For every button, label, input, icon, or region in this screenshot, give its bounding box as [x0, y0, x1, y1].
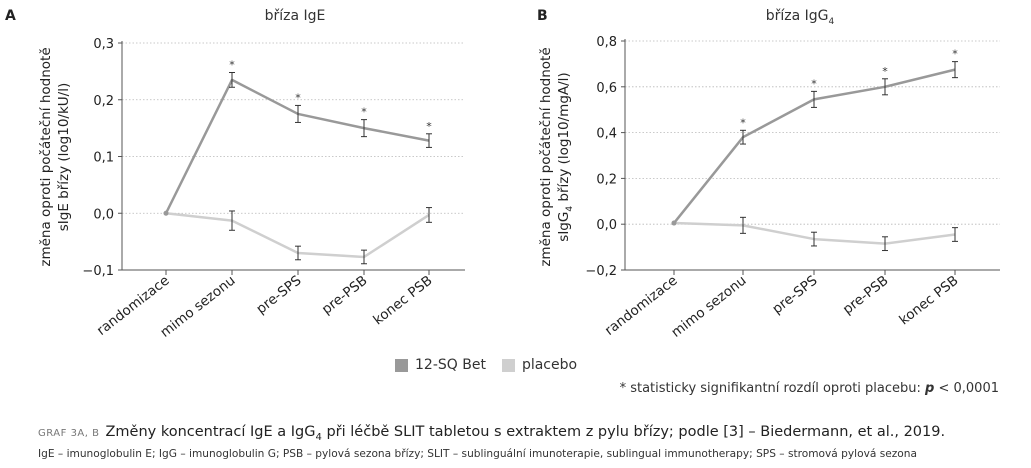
y-tick-label: 0,0: [596, 218, 617, 233]
chart-title: bříza IgG4: [766, 8, 835, 27]
y-axis-label-line1: změna oproti počáteční hodnotě: [538, 47, 554, 266]
legend-label-placebo: placebo: [521, 357, 578, 373]
footnote-p: p: [925, 381, 935, 396]
x-tick-label: konec PSB: [896, 273, 961, 329]
y-tick-label: 0,8: [596, 35, 617, 50]
footnote-suffix: < 0,0001: [934, 381, 999, 396]
y-axis-label-rest: břízy (log10/mgA/l): [556, 72, 572, 206]
x-tick-label: pre-PSB: [319, 273, 371, 318]
y-tick-label: 0,3: [93, 37, 114, 52]
chart-title: bříza IgE: [265, 8, 326, 24]
significance-marker: *: [811, 77, 817, 90]
y-axis-label-line2: sIgG4 břízy (log10/mgA/l): [556, 72, 575, 241]
significance-marker: *: [740, 116, 746, 129]
y-tick-label: −0,2: [585, 264, 617, 279]
significance-marker: *: [426, 120, 432, 133]
legend-swatch-placebo: [501, 358, 515, 372]
y-axis-label-line2: sIgE břízy (log10/kU/l): [56, 83, 72, 231]
significance-marker: *: [361, 106, 367, 119]
x-tick-label: mimo sezonu: [668, 273, 749, 341]
y-tick-label: 0,2: [596, 172, 617, 187]
caption-text-sub: 4: [315, 431, 322, 443]
legend-item-active: 12-SQ Bet: [395, 357, 486, 373]
y-tick-label: 0,1: [93, 151, 114, 166]
abbreviations: IgE – imunoglobulin E; IgG – imunoglobul…: [38, 448, 917, 460]
y-axis-label-subscript: 4: [565, 206, 575, 212]
y-tick-label: −0,1: [82, 264, 114, 279]
caption-text-pre: Změny koncentrací IgE a IgG: [105, 424, 316, 440]
significance-footnote: * statisticky signifikantní rozdíl oprot…: [620, 381, 999, 396]
series-active-point: [163, 210, 169, 216]
significance-marker: *: [882, 65, 888, 78]
footnote-prefix: * statisticky signifikantní rozdíl oprot…: [619, 381, 926, 396]
series-active-point: [671, 220, 677, 226]
figure-caption: GRAF 3A, B Změny koncentrací IgE a IgG4 p…: [38, 424, 945, 443]
panel-letter: B: [537, 8, 548, 24]
x-tick-label: konec PSB: [370, 273, 435, 329]
caption-label: GRAF 3A, B: [38, 428, 100, 439]
significance-marker: *: [295, 91, 301, 104]
y-tick-label: 0,4: [596, 127, 617, 142]
panel-letter: A: [5, 8, 16, 24]
significance-marker: *: [229, 59, 235, 72]
chart-title-subscript: 4: [829, 17, 835, 27]
legend-item-placebo: placebo: [501, 357, 578, 373]
legend-swatch-active: [395, 358, 408, 372]
x-tick-label: pre-PSB: [840, 273, 892, 318]
y-axis-label-line1: změna oproti počáteční hodnotě: [38, 47, 54, 266]
legend: 12-SQ Bet placebo: [395, 355, 593, 375]
caption-text-post: při léčbě SLIT tabletou s extraktem z py…: [321, 424, 946, 440]
y-tick-label: 0,6: [596, 81, 617, 96]
legend-label-active: 12-SQ Bet: [415, 357, 486, 373]
y-tick-label: 0,0: [93, 207, 114, 222]
x-tick-label: pre-SPS: [769, 273, 820, 318]
significance-marker: *: [952, 48, 958, 61]
y-tick-label: 0,2: [93, 94, 114, 109]
x-tick-label: pre-SPS: [253, 273, 304, 318]
